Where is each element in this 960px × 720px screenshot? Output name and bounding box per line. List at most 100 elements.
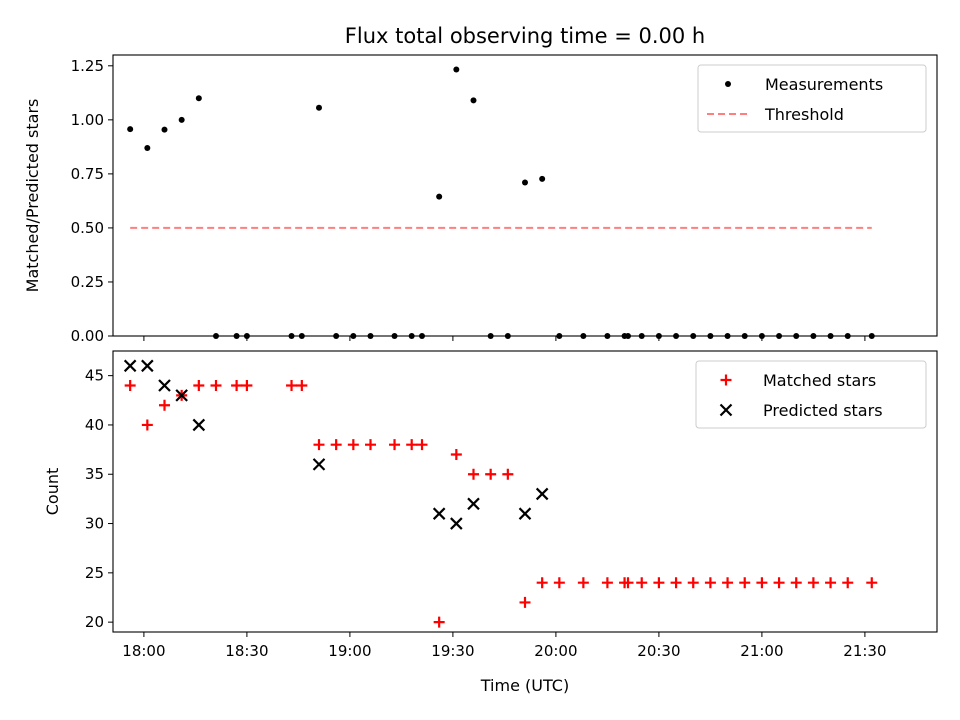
matched-stars-point xyxy=(365,439,376,451)
matched-stars-legend-swatch xyxy=(720,374,732,386)
chart-title: Flux total observing time = 0.00 h xyxy=(345,24,705,48)
matched-stars-point xyxy=(739,577,751,589)
threshold-legend-label: Threshold xyxy=(764,105,844,124)
top-y-tick-label: 0.50 xyxy=(71,219,104,237)
bottom-y-tick-label: 45 xyxy=(85,367,104,385)
matched-stars-point xyxy=(416,439,428,451)
measurements-point xyxy=(161,126,168,133)
top-plot-frame xyxy=(112,54,938,337)
matched-stars-point xyxy=(622,577,634,589)
predicted-stars-point xyxy=(123,359,137,373)
predicted-stars-point xyxy=(450,517,463,530)
matched-stars-point xyxy=(577,577,589,589)
matched-stars-point xyxy=(687,577,699,589)
measurements-point xyxy=(144,144,151,151)
matched-stars-legend-label: Matched stars xyxy=(763,371,876,390)
predicted-stars-legend-swatch xyxy=(719,403,733,417)
bottom-panel: 20 25 30 35 40 45 18:00 18:30 19:00 19:30 20:00 20:… xyxy=(43,350,938,695)
matched-stars-point xyxy=(193,380,205,392)
bottom-x-tick-label: 20:00 xyxy=(534,642,577,660)
predicted-stars-point xyxy=(192,418,206,432)
matched-stars-point xyxy=(286,380,298,392)
predicted-stars-legend-label: Predicted stars xyxy=(763,401,883,420)
predicted-stars-point xyxy=(518,507,532,520)
measurements-point xyxy=(127,126,134,133)
matched-stars-point xyxy=(347,439,359,451)
bottom-y-axis-label: Count xyxy=(43,468,62,516)
matched-stars-point xyxy=(756,577,768,589)
predicted-stars-point xyxy=(432,507,446,520)
bottom-y-tick-label: 20 xyxy=(85,613,104,631)
matched-stars-point xyxy=(807,577,819,589)
predicted-stars-point xyxy=(535,487,549,501)
bottom-legend: Matched stars Predicted stars xyxy=(695,360,927,429)
top-y-axis-label: Matched/Predicted stars xyxy=(23,99,42,293)
measurements-legend-swatch xyxy=(725,81,731,87)
top-y-tick-label: 0.75 xyxy=(71,165,104,183)
predicted-stars-point xyxy=(141,359,154,373)
matched-stars-point xyxy=(502,468,514,480)
measurements-point xyxy=(539,175,546,182)
matched-stars-point xyxy=(159,399,170,411)
matched-stars-point xyxy=(773,577,785,589)
bottom-x-tick-label: 19:00 xyxy=(328,642,371,660)
measurements-point xyxy=(470,97,477,104)
x-axis-label: Time (UTC) xyxy=(480,676,569,695)
matched-stars-point xyxy=(210,380,222,392)
matched-stars-point xyxy=(330,439,342,451)
bottom-y-tick-label: 35 xyxy=(85,465,104,483)
matched-stars-point xyxy=(296,380,308,392)
matched-stars-point xyxy=(241,380,253,392)
matched-stars-point xyxy=(141,419,153,431)
top-panel: Flux total observing time = 0.00 h 0.00 0.… xyxy=(23,24,938,345)
bottom-x-tick-label: 21:30 xyxy=(843,642,886,660)
matched-stars-point xyxy=(790,577,802,589)
matched-stars-point xyxy=(468,468,479,480)
matched-stars-point xyxy=(601,577,613,589)
matched-stars-point xyxy=(636,577,648,589)
predicted-stars-point xyxy=(158,379,171,392)
predicted-stars-point xyxy=(312,458,326,471)
measurements-point xyxy=(453,66,460,73)
matched-stars-point xyxy=(842,577,854,589)
matched-stars-point xyxy=(433,616,445,628)
matched-stars-point xyxy=(450,449,462,461)
bottom-y-tick-label: 30 xyxy=(85,515,104,533)
matched-stars-point xyxy=(313,439,325,451)
matched-stars-point xyxy=(866,577,878,589)
predicted-stars-point xyxy=(467,497,480,511)
predicted-stars-point xyxy=(175,389,188,402)
top-legend-box xyxy=(697,64,927,133)
matched-stars-point xyxy=(670,577,682,589)
matched-stars-point xyxy=(536,577,548,589)
bottom-x-tick-label: 19:30 xyxy=(431,642,474,660)
measurements-point xyxy=(436,193,443,200)
bottom-legend-box xyxy=(695,360,927,429)
top-y-tick-label: 1.00 xyxy=(71,111,104,129)
matched-stars-point xyxy=(704,577,716,589)
top-y-tick-label: 0.25 xyxy=(71,273,104,291)
bottom-x-tick-label: 20:30 xyxy=(637,642,680,660)
matched-stars-point xyxy=(825,577,837,589)
matched-stars-point xyxy=(389,439,401,451)
bottom-x-tick-label: 18:30 xyxy=(225,642,268,660)
bottom-y-tick-label: 40 xyxy=(85,416,104,434)
measurements-point xyxy=(316,104,322,111)
matched-stars-point xyxy=(722,577,734,589)
matched-stars-point xyxy=(553,577,565,589)
bottom-x-tick-label: 18:00 xyxy=(122,642,165,660)
bottom-x-tick-label: 21:00 xyxy=(740,642,783,660)
measurements-legend-label: Measurements xyxy=(765,75,883,94)
measurements-point xyxy=(195,95,202,102)
measurements-point xyxy=(178,116,185,123)
matched-stars-point xyxy=(406,439,418,451)
matched-stars-point xyxy=(485,468,497,480)
top-y-tick-label: 1.25 xyxy=(71,57,104,75)
measurements-point xyxy=(522,179,528,186)
matched-stars-point xyxy=(519,596,531,608)
matched-stars-point xyxy=(231,380,243,392)
matched-stars-point xyxy=(653,577,665,589)
bottom-y-tick-label: 25 xyxy=(85,564,104,582)
matched-stars-point xyxy=(124,380,136,392)
